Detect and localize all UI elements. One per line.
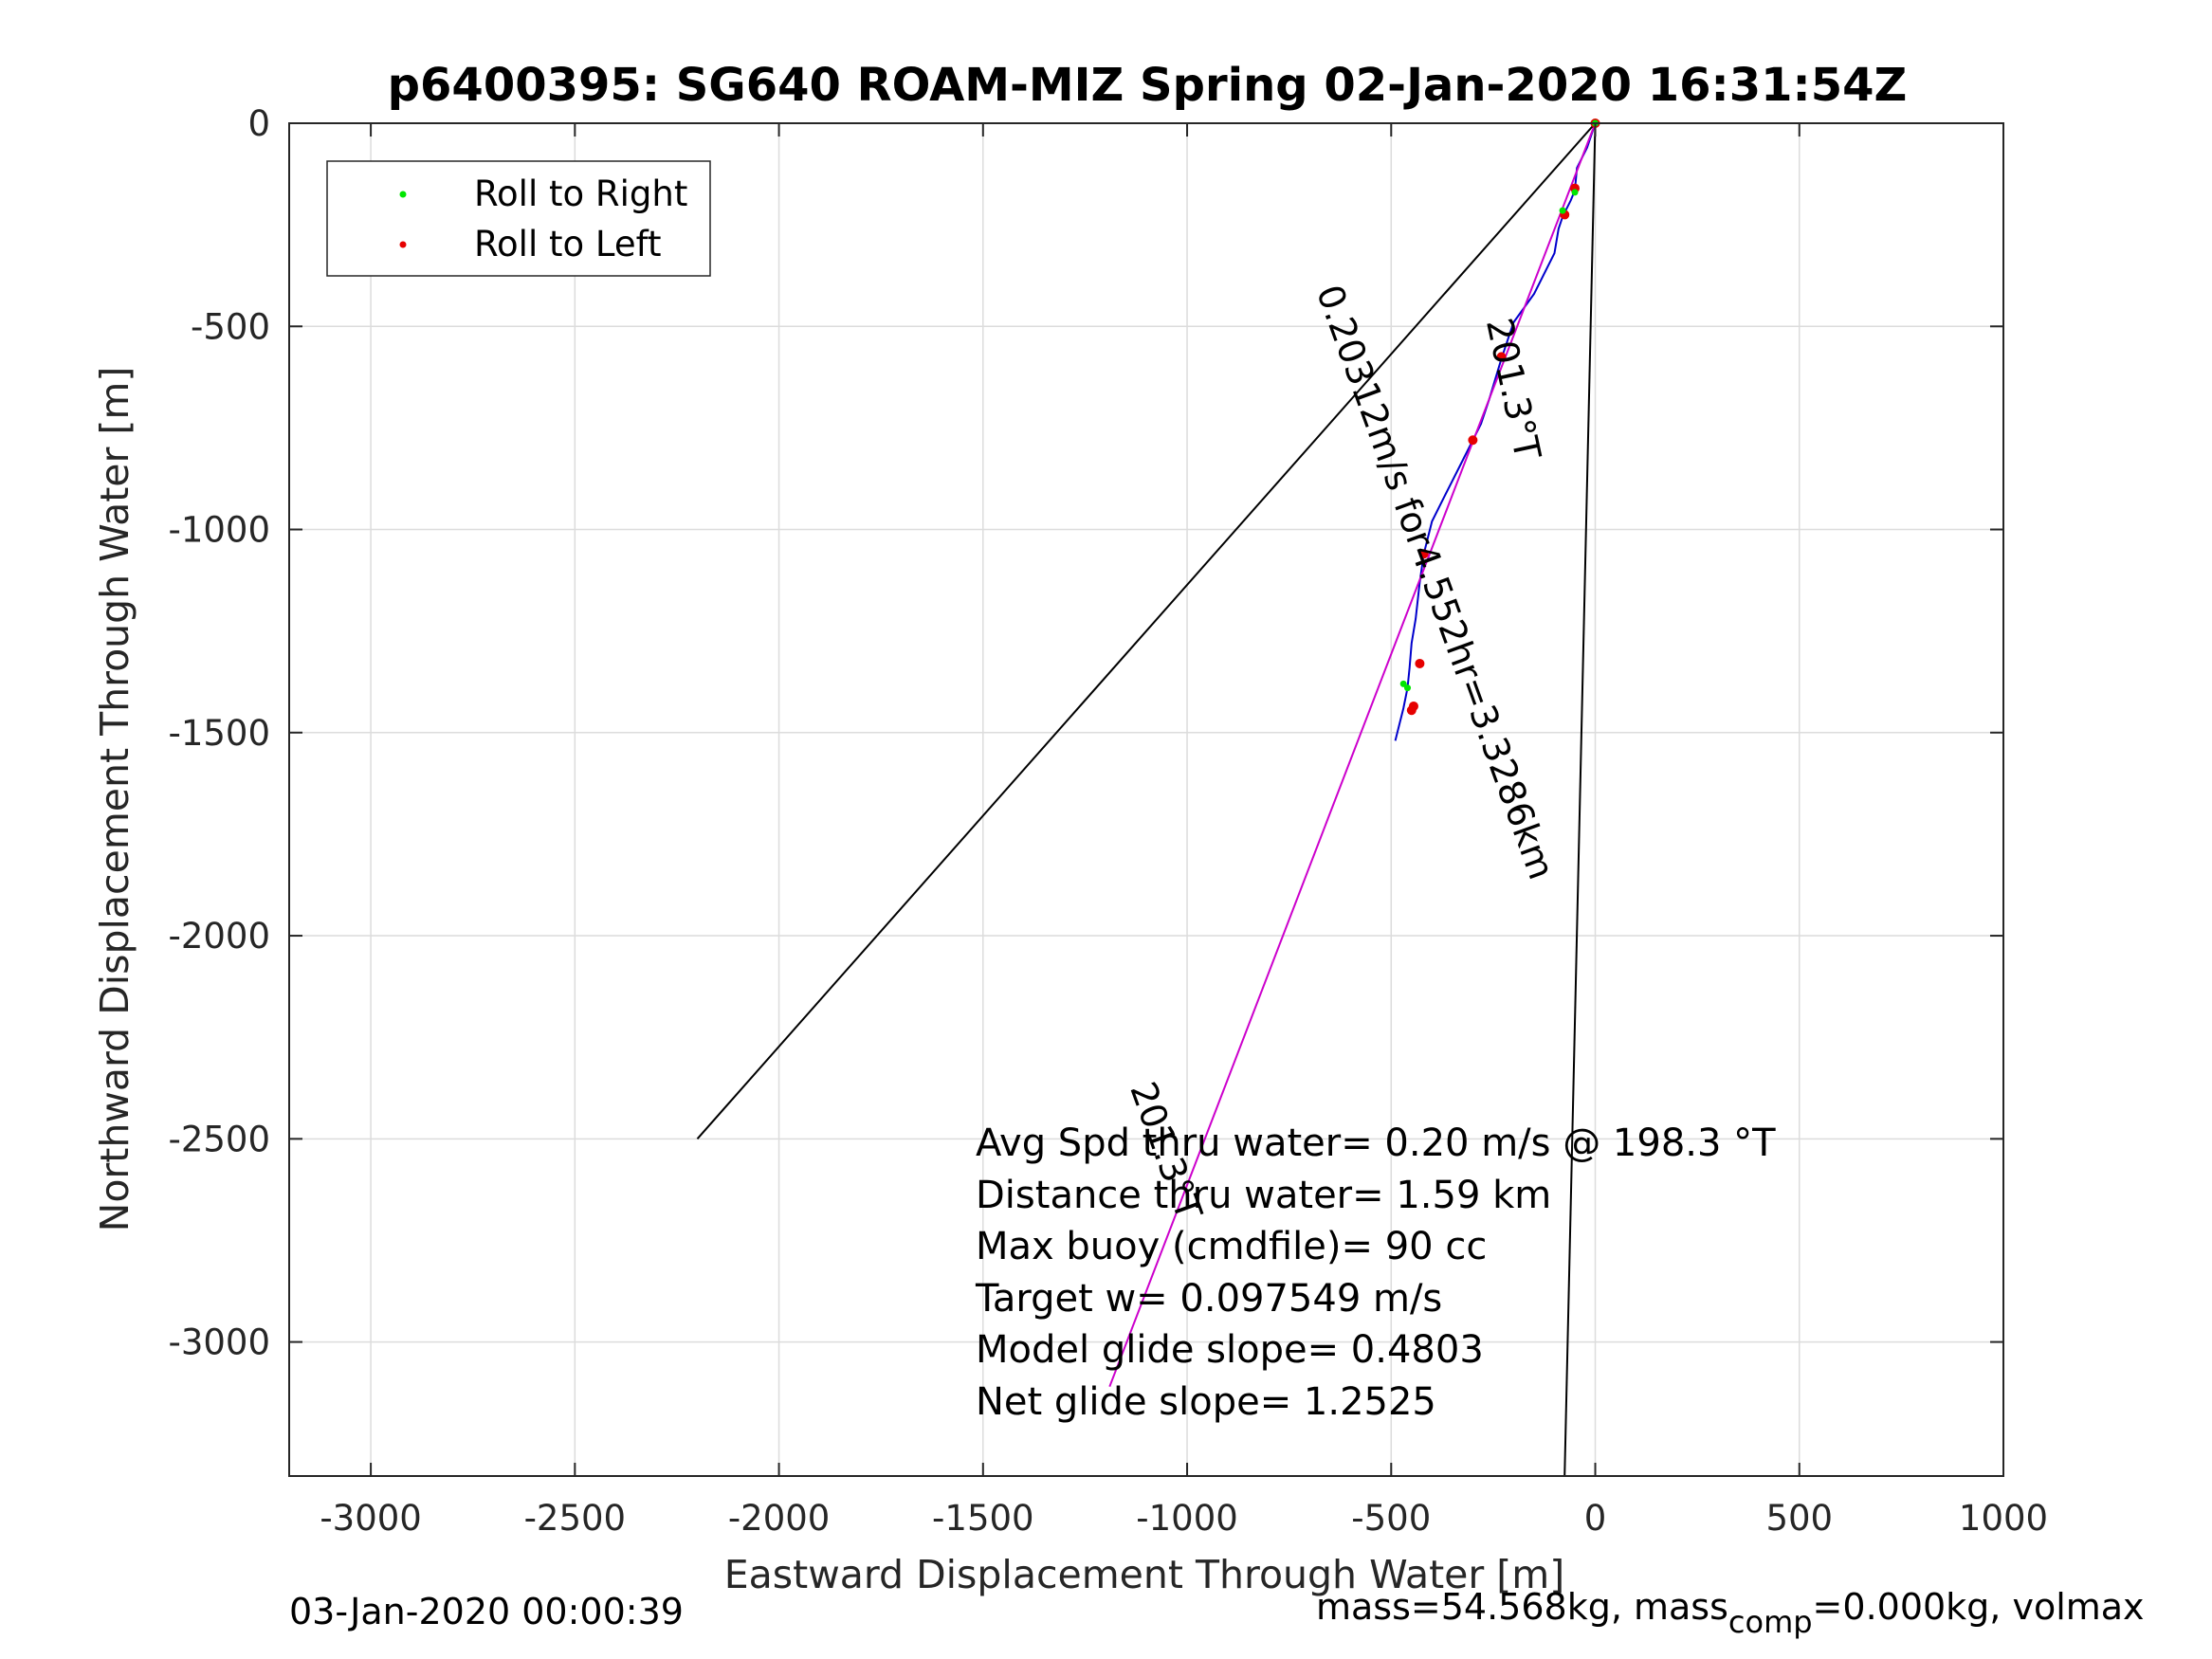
- footer-mass-info: mass=54.568kg, masscomp=0.000kg, volmax: [1316, 1586, 2145, 1640]
- stat-distance: Distance thru water= 1.59 km: [976, 1174, 1551, 1217]
- plot-series: [696, 118, 1600, 1477]
- roll-right-point: [1571, 189, 1579, 196]
- roll-left-point: [1496, 352, 1507, 362]
- legend-roll-left-marker: [399, 241, 407, 248]
- legend: Roll to Right Roll to Left: [326, 160, 711, 277]
- series-net-displacement: [1108, 122, 1597, 1388]
- stat-max-buoy: Max buoy (cmdfile)= 90 cc: [976, 1225, 1487, 1268]
- chart-title: p6400395: SG640 ROAM-MIZ Spring 02-Jan-2…: [388, 59, 1908, 112]
- tick-labels: -3000 -2500 -2000 -1500 -1000 -500 0 500 1000 0 -5…: [168, 103, 2048, 1539]
- series-envelope-left: [696, 122, 1597, 1139]
- legend-box: [326, 160, 711, 277]
- x-tick-label: 500: [1765, 1498, 1833, 1539]
- legend-roll-right-marker: [399, 191, 407, 198]
- stat-net-glide-slope: Net glide slope= 1.2525: [976, 1380, 1436, 1424]
- roll-right-point: [1559, 207, 1566, 214]
- y-tick-label: -2500: [168, 1119, 270, 1159]
- x-tick-label: -1000: [1136, 1498, 1238, 1539]
- x-tick-label: -2500: [524, 1498, 627, 1539]
- x-tick-label: -2000: [728, 1498, 831, 1539]
- x-tick-label: -1500: [932, 1498, 1034, 1539]
- roll-right-point: [1404, 684, 1412, 692]
- y-tick-label: 0: [247, 103, 270, 144]
- y-tick-label: -1500: [168, 713, 270, 754]
- ticks: [289, 122, 2004, 1476]
- y-tick-label: -3000: [168, 1322, 270, 1363]
- x-tick-label: 1000: [1959, 1498, 2048, 1539]
- stat-target-w: Target w= 0.097549 m/s: [975, 1277, 1442, 1321]
- y-axis-title: Northward Displacement Through Water [m]: [92, 367, 137, 1232]
- footer-mass-text: mass=54.568kg, mass: [1316, 1586, 1728, 1628]
- legend-roll-left-label: Roll to Left: [474, 224, 662, 264]
- footer-mass-rest: =0.000kg, volmax: [1813, 1586, 2145, 1628]
- stat-avg-speed: Avg Spd thru water= 0.20 m/s @ 198.3 °T: [976, 1121, 1776, 1165]
- footer-mass-subscript: comp: [1728, 1604, 1813, 1640]
- x-tick-label: -3000: [320, 1498, 422, 1539]
- series-envelope-right: [1563, 122, 1597, 1477]
- x-axis-title: Eastward Displacement Through Water [m]: [724, 1552, 1564, 1597]
- roll-left-point: [1415, 658, 1425, 668]
- roll-left-point: [1406, 705, 1417, 716]
- roll-right-point: [1399, 680, 1407, 687]
- stat-model-glide-slope: Model glide slope= 0.4803: [976, 1328, 1484, 1372]
- y-tick-label: -500: [191, 306, 270, 347]
- plot-frame: [288, 122, 2004, 1477]
- y-tick-label: -1000: [168, 510, 270, 551]
- x-tick-label: -500: [1351, 1498, 1431, 1539]
- roll-left-point: [1468, 435, 1478, 446]
- legend-roll-right-label: Roll to Right: [474, 173, 687, 214]
- roll-left-point: [1418, 549, 1429, 559]
- footer-timestamp: 03-Jan-2020 00:00:39: [289, 1591, 684, 1632]
- y-tick-label: -2000: [168, 916, 270, 957]
- stats-block: Avg Spd thru water= 0.20 m/s @ 198.3 °T …: [975, 1121, 1776, 1424]
- x-tick-label: 0: [1584, 1498, 1607, 1539]
